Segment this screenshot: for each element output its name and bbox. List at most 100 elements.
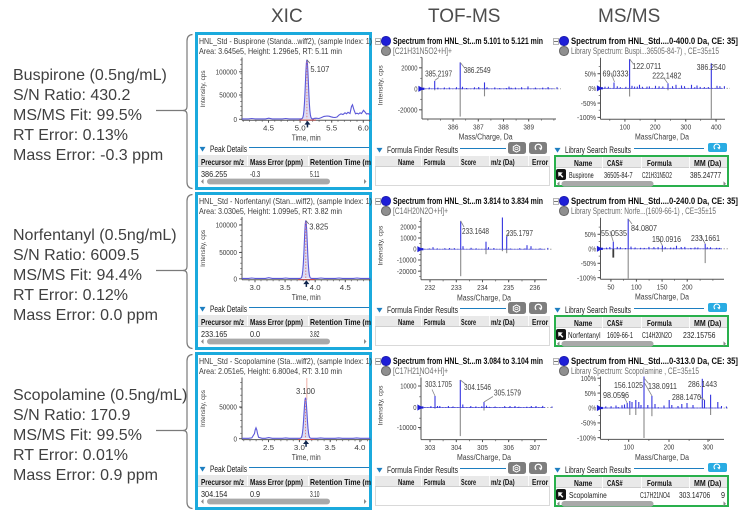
svg-text:20000: 20000 [401,64,417,73]
svg-text:Time, min: Time, min [292,134,321,143]
svg-text:304: 304 [451,443,462,452]
svg-text:150: 150 [657,283,668,292]
svg-text:0: 0 [233,115,237,124]
svg-text:386: 386 [448,122,459,131]
svg-text:288.1470: 288.1470 [672,393,701,402]
svg-text:5.0: 5.0 [295,124,306,133]
svg-text:-50%: -50% [581,259,596,268]
svg-text:3.0: 3.0 [250,283,261,292]
svg-text:200: 200 [650,123,661,132]
svg-text:0: 0 [413,403,416,412]
svg-text:50%: 50% [585,230,597,239]
svg-text:200: 200 [664,443,675,452]
svg-text:-50%: -50% [581,99,596,108]
svg-text:235: 235 [503,283,514,292]
svg-text:0%: 0% [588,84,596,93]
svg-text:387: 387 [473,122,484,131]
svg-text:304.1546: 304.1546 [464,383,491,392]
svg-text:5.5: 5.5 [326,124,337,133]
svg-text:Mass/Charge, Da: Mass/Charge, Da [459,133,513,142]
svg-text:-100%: -100% [577,113,596,122]
svg-text:-100%: -100% [577,433,596,442]
svg-text:3.825: 3.825 [309,223,329,232]
svg-text:-100%: -100% [577,273,596,282]
svg-text:0: 0 [413,245,416,254]
svg-text:Mass/Charge, Da: Mass/Charge, Da [635,133,689,142]
svg-text:286.1443: 286.1443 [688,380,717,389]
svg-text:50%: 50% [585,69,597,78]
svg-text:305: 305 [477,443,488,452]
svg-text:307: 307 [529,443,540,452]
svg-text:200: 200 [682,283,693,292]
svg-text:0: 0 [233,275,237,284]
svg-text:234: 234 [477,283,488,292]
svg-text:Intensity, cps: Intensity, cps [378,65,385,106]
svg-text:138.0911: 138.0911 [648,382,677,391]
svg-text:386.2540: 386.2540 [697,63,726,72]
svg-text:50000: 50000 [219,91,237,100]
svg-text:55.0535: 55.0535 [601,229,627,238]
svg-text:232: 232 [425,283,436,292]
svg-text:10000: 10000 [400,234,416,243]
svg-text:236: 236 [529,283,540,292]
svg-text:0: 0 [414,85,417,94]
svg-text:4.0: 4.0 [310,283,321,292]
svg-text:-20000: -20000 [397,267,417,276]
svg-text:Mass/Charge, Da: Mass/Charge, Da [635,453,689,462]
svg-text:100: 100 [620,123,631,132]
svg-text:4.0: 4.0 [354,443,365,452]
svg-text:Mass/Charge, Da: Mass/Charge, Da [635,293,689,302]
svg-text:156.1025: 156.1025 [614,381,643,390]
svg-text:Intensity, cps: Intensity, cps [378,385,385,426]
svg-text:233: 233 [451,283,462,292]
svg-text:Mass/Charge, Da: Mass/Charge, Da [457,293,511,302]
svg-text:10000: 10000 [400,382,416,391]
svg-text:388: 388 [498,122,509,131]
svg-text:Mass/Charge, Da: Mass/Charge, Da [457,453,511,462]
svg-text:389: 389 [523,122,534,131]
svg-text:0: 0 [233,434,237,443]
svg-text:5.107: 5.107 [310,65,330,74]
svg-text:100%: 100% [581,374,596,383]
svg-text:0%: 0% [588,404,596,413]
svg-text:222.1482: 222.1482 [652,71,681,80]
svg-text:3.100: 3.100 [296,387,316,396]
svg-text:84.0807: 84.0807 [631,224,657,233]
svg-text:150.0916: 150.0916 [652,235,681,244]
svg-text:4.5: 4.5 [340,283,351,292]
svg-text:Time, min: Time, min [292,293,321,302]
svg-text:69.0333: 69.0333 [603,69,629,78]
svg-text:98.0596: 98.0596 [603,391,629,400]
svg-text:233.1661: 233.1661 [691,234,720,243]
svg-text:Intensity, cps: Intensity, cps [200,70,207,108]
svg-text:385.2197: 385.2197 [425,69,452,78]
svg-text:-50%: -50% [581,419,596,428]
svg-text:50000: 50000 [219,248,237,257]
svg-text:305.1579: 305.1579 [494,388,521,397]
svg-text:50%: 50% [585,389,597,398]
svg-text:2.5: 2.5 [263,443,274,452]
svg-text:303.1705: 303.1705 [425,380,452,389]
svg-text:-20000: -20000 [398,106,418,115]
svg-text:0%: 0% [588,245,596,254]
svg-text:Intensity, cps: Intensity, cps [200,389,207,427]
svg-text:300: 300 [680,123,691,132]
svg-text:233.1648: 233.1648 [462,227,489,236]
svg-text:Intensity, cps: Intensity, cps [378,225,385,266]
svg-text:4.5: 4.5 [263,124,274,133]
svg-text:Intensity, cps: Intensity, cps [200,229,207,267]
svg-text:50000: 50000 [219,403,237,412]
svg-text:400: 400 [711,123,722,132]
svg-text:100: 100 [631,283,642,292]
svg-text:100000: 100000 [216,221,237,230]
svg-text:306: 306 [503,443,514,452]
svg-text:300: 300 [703,443,714,452]
svg-text:20000: 20000 [400,223,416,232]
svg-text:235.1797: 235.1797 [506,229,533,238]
svg-text:-10000: -10000 [397,423,417,432]
svg-text:50: 50 [607,283,614,292]
svg-text:122.0711: 122.0711 [632,62,661,71]
svg-text:100000: 100000 [216,68,237,77]
svg-text:3.5: 3.5 [280,283,291,292]
svg-text:386.2549: 386.2549 [464,66,491,75]
